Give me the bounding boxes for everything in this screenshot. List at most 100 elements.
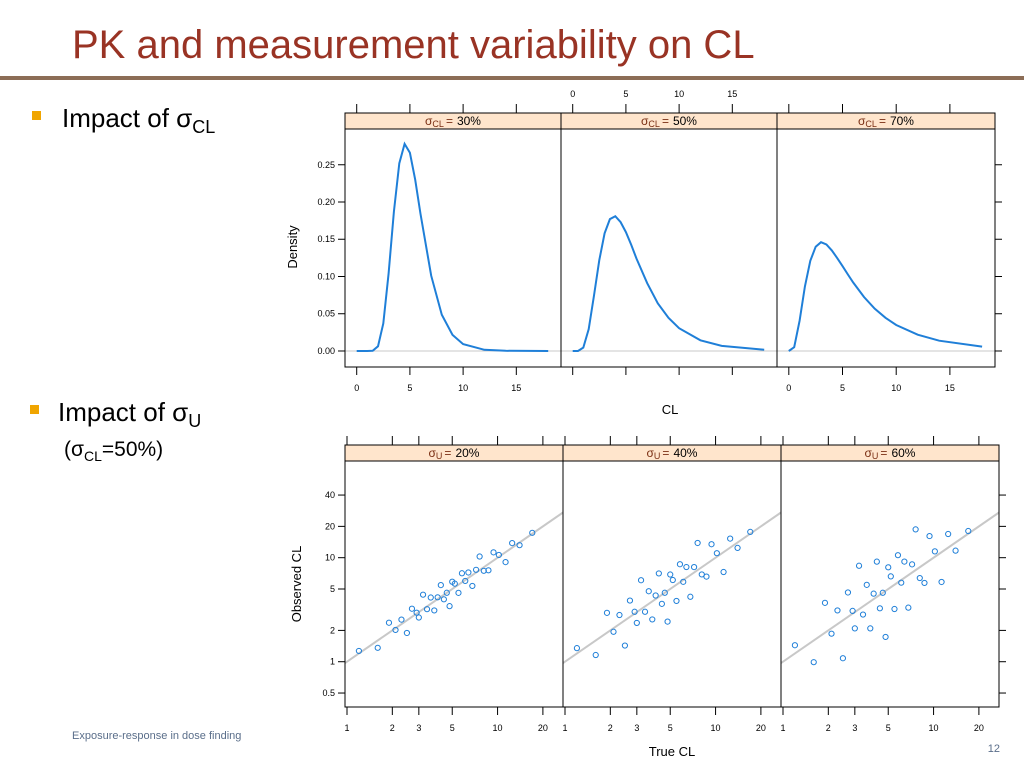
y-tick-label: 40 [325, 490, 335, 500]
point [876, 605, 883, 612]
strip-value: 50% [673, 114, 697, 128]
point [926, 532, 933, 540]
density-curve [788, 241, 983, 352]
x-tick-label: 5 [623, 89, 628, 99]
point [873, 558, 880, 565]
point [423, 606, 431, 613]
x-tick-label: 5 [668, 723, 673, 733]
point [637, 577, 645, 584]
point [392, 626, 399, 634]
strip-label: σCL = 50% [641, 114, 697, 129]
point [870, 590, 877, 597]
x-tick-label: 0 [570, 89, 575, 99]
point [810, 659, 817, 666]
point [720, 568, 727, 576]
point [667, 571, 674, 578]
point [908, 561, 916, 568]
point [495, 551, 502, 559]
x-tick-label: 10 [674, 89, 684, 99]
point [791, 642, 799, 649]
strip-subscript: U [872, 451, 879, 461]
point [844, 589, 852, 596]
strip [776, 112, 996, 130]
point [626, 597, 634, 604]
point [898, 579, 905, 586]
point [839, 655, 847, 662]
note-subscript: CL [84, 448, 102, 464]
panel-frame [344, 444, 564, 708]
point [849, 607, 856, 614]
point [476, 553, 483, 560]
x-tick-label: 10 [493, 723, 503, 733]
point [437, 582, 444, 589]
point [747, 528, 754, 535]
strip-symbol: σ [641, 114, 649, 128]
x-tick-label: 0 [354, 383, 359, 393]
panel-frame [344, 112, 562, 368]
strip-label: σU = 20% [429, 446, 480, 461]
point [851, 625, 858, 632]
point [680, 578, 687, 585]
point [834, 607, 841, 614]
point [621, 642, 629, 649]
y-tick-label: 0.00 [317, 346, 335, 356]
x-tick-label: 20 [538, 723, 548, 733]
x-tick-label: 1 [344, 723, 349, 733]
point [859, 611, 867, 618]
density-curve [356, 141, 549, 352]
bullet-marker [32, 111, 41, 120]
strip-value: 40% [673, 446, 697, 460]
point [592, 651, 599, 659]
point [727, 535, 734, 542]
y-tick-label: 20 [325, 521, 335, 531]
strip-symbol: σ [647, 446, 655, 460]
point [894, 552, 902, 559]
x-tick-label: 3 [634, 723, 639, 733]
strip-value: 60% [891, 446, 915, 460]
strip-label: σCL = 30% [425, 114, 481, 129]
point [887, 573, 894, 580]
x-tick-label: 1 [562, 723, 567, 733]
point [821, 599, 829, 606]
point [434, 594, 441, 601]
point [694, 539, 701, 547]
strip-symbol: σ [425, 114, 433, 128]
point [713, 550, 720, 557]
point [945, 530, 952, 538]
x-tick-label: 15 [945, 383, 955, 393]
point [664, 618, 671, 625]
strip-subscript: U [436, 451, 443, 461]
point [652, 592, 659, 599]
strip [344, 112, 562, 130]
point [867, 625, 874, 632]
point [641, 608, 649, 615]
point [462, 577, 469, 585]
panel-plot [345, 141, 561, 352]
x-tick-label: 2 [608, 723, 613, 733]
point [631, 608, 638, 615]
point [683, 563, 690, 571]
point [952, 547, 959, 554]
point [938, 578, 945, 586]
point [443, 589, 450, 596]
point [355, 647, 363, 655]
point [828, 630, 835, 637]
point [661, 589, 668, 596]
panel-frame [780, 444, 1000, 708]
x-tick-label: 5 [450, 723, 455, 733]
panel-plot [777, 241, 995, 352]
x-tick-label: 3 [416, 723, 421, 733]
strip-symbol: σ [865, 446, 873, 460]
point [529, 529, 536, 536]
identity-line [563, 511, 781, 664]
strip-eq: = [662, 114, 669, 128]
x-tick-label: 1 [780, 723, 785, 733]
point [703, 573, 710, 580]
x-tick-label: 5 [407, 383, 412, 393]
strip-eq: = [662, 446, 669, 460]
point [455, 589, 462, 596]
point [472, 566, 480, 573]
y-tick-label: 0.25 [317, 160, 335, 170]
strip-eq: = [446, 114, 453, 128]
